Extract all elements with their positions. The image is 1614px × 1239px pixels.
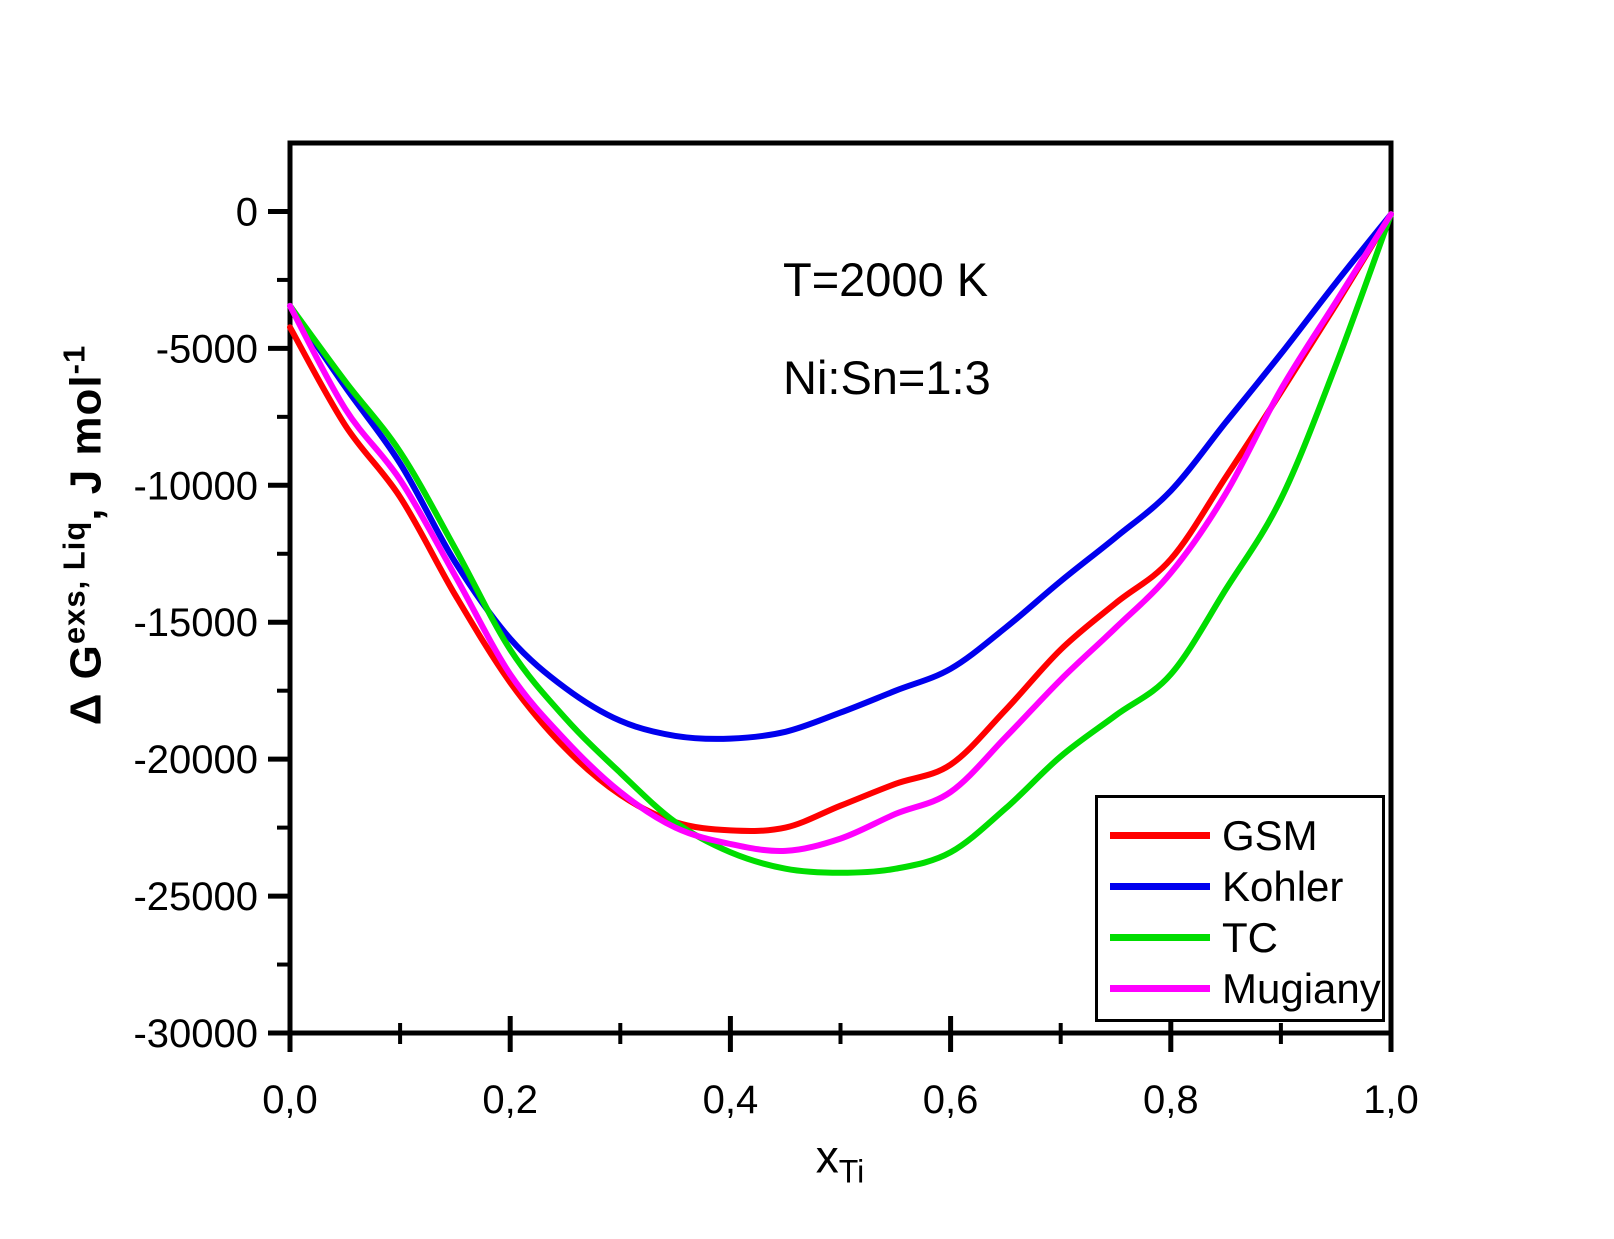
curve-tc — [287, 211, 1394, 876]
legend-swatch-tc — [1110, 934, 1210, 941]
legend-swatch-gsm — [1110, 832, 1210, 839]
y-tick-label: 0 — [236, 190, 258, 234]
legend-entry-gsm: GSM — [1098, 810, 1382, 861]
y-tick-label: -5000 — [156, 327, 258, 371]
y-label-base: Δ G — [61, 644, 111, 726]
y-label-exponent: -1 — [56, 344, 92, 375]
curve-gsm — [287, 211, 1394, 834]
curve-kohler — [287, 211, 1394, 742]
x-tick-label: 0,0 — [262, 1078, 318, 1122]
y-tick-label: -25000 — [133, 875, 258, 919]
y-label-superscript: exs, Liq — [56, 520, 92, 645]
y-tick-label: -30000 — [133, 1012, 258, 1056]
legend-entry-kohler: Kohler — [1098, 861, 1382, 912]
legend-label-kohler: Kohler — [1222, 862, 1344, 910]
x-tick-label: 1,0 — [1363, 1078, 1419, 1122]
annotation-temperature: T=2000 K — [783, 253, 989, 306]
y-label-units: , J mol — [61, 374, 111, 521]
y-axis-label: Δ Gexs, Liq, J mol-1 — [57, 345, 112, 725]
legend-swatch-mugiany — [1110, 985, 1210, 992]
legend: GSM Kohler TC Mugiany — [1095, 795, 1385, 1022]
legend-label-tc: TC — [1222, 913, 1278, 961]
x-axis-label: xTi — [816, 1129, 864, 1190]
x-label-subscript: Ti — [838, 1153, 865, 1190]
y-tick-label: -10000 — [133, 464, 258, 508]
x-tick-label: 0,8 — [1143, 1078, 1199, 1122]
y-tick-label: -15000 — [133, 601, 258, 645]
annotation-composition: Ni:Sn=1:3 — [783, 351, 991, 404]
legend-entry-tc: TC — [1098, 912, 1382, 963]
y-tick-label: -20000 — [133, 738, 258, 782]
x-label-base: x — [815, 1130, 839, 1183]
legend-label-gsm: GSM — [1222, 811, 1318, 859]
curve-mugiany — [287, 211, 1394, 855]
x-tick-label: 0,4 — [703, 1078, 759, 1122]
legend-entry-mugiany: Mugiany — [1098, 963, 1382, 1014]
x-tick-label: 0,2 — [482, 1078, 538, 1122]
legend-swatch-kohler — [1110, 883, 1210, 890]
x-tick-label: 0,6 — [923, 1078, 979, 1122]
legend-label-mugiany: Mugiany — [1222, 964, 1381, 1012]
